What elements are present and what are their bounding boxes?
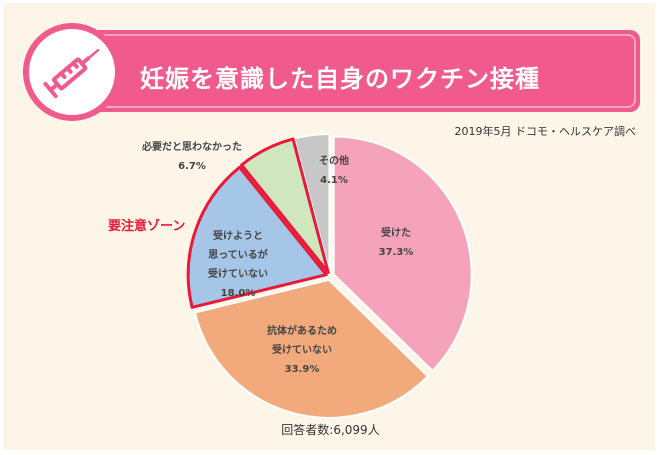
highlight-border-slice-not-needed (240, 137, 330, 274)
slice-category-label: 思っているが (208, 248, 268, 261)
highlight-outline (186, 137, 330, 309)
slice-category-label: 受けた (381, 226, 411, 239)
slice-value-label: 4.1% (320, 175, 348, 186)
slice-received (332, 135, 473, 373)
slice-category-label: 受けていない (208, 267, 268, 280)
title-banner (75, 30, 640, 112)
source-note: 2019年5月 ドコモ・ヘルスケア調べ (454, 125, 637, 138)
slice-category-label: 必要だと思わなかった (141, 140, 242, 153)
respondent-count: 回答者数:6,099人 (281, 423, 380, 437)
slice-value-label: 18.0% (221, 288, 256, 299)
slice-antibody (193, 278, 430, 419)
slice-value-label: 37.3% (379, 247, 414, 258)
slice-category-label: 受けようと (213, 229, 263, 242)
slice-category-label: 受けていない (272, 343, 332, 356)
highlight-border-slice-intend-not-received (186, 165, 328, 309)
caution-zone-label: 要注意ゾーン (108, 219, 186, 234)
slice-category-label: 抗体があるため (267, 324, 337, 337)
slice-value-label: 33.9% (285, 364, 320, 375)
chart-title: 妊娠を意識した自身のワクチン接種 (140, 65, 540, 93)
syringe-icon (43, 48, 100, 99)
slice-labels: 受けた37.3%抗体があるため受けていない33.9%受けようと思っているが受けて… (141, 140, 413, 375)
pie-slices (187, 133, 473, 419)
slice-category-label: その他 (319, 154, 349, 167)
slice-value-label: 6.7% (178, 161, 206, 172)
